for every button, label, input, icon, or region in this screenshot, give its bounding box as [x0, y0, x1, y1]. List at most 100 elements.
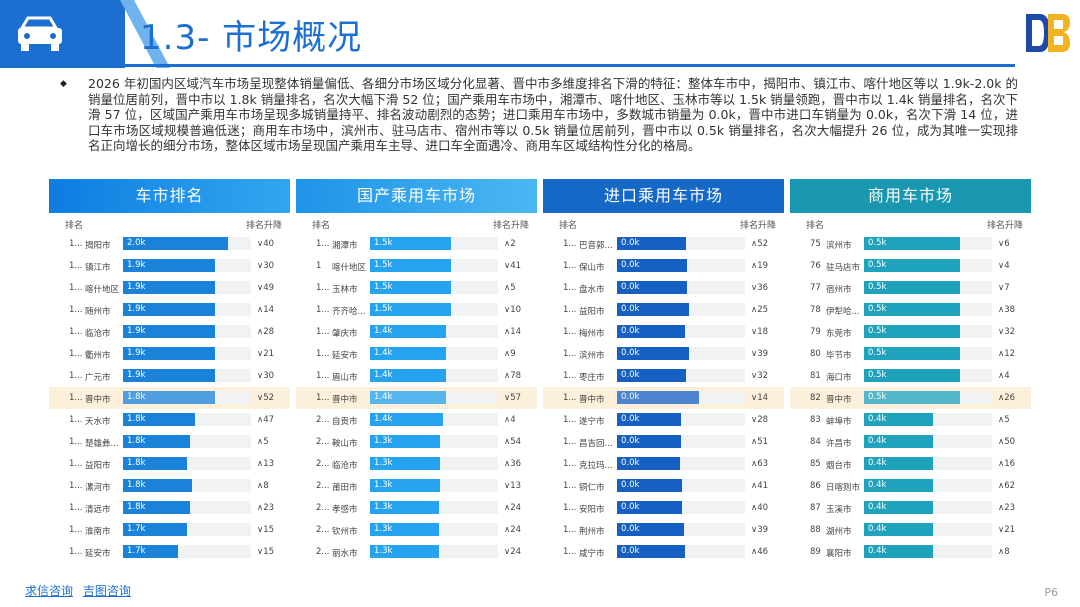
column-header-rank[interactable]: 排名: [806, 221, 825, 231]
table-row[interactable]: 80 毕节市 0.5k ∧12: [790, 343, 1031, 365]
table-row[interactable]: 75 滨州市 0.5k ∨6: [790, 233, 1031, 255]
rank-cell: 79: [810, 327, 821, 337]
table-row[interactable]: 1... 安阳市 0.0k ∧40: [543, 497, 784, 519]
rank-change-cell: ∧23: [998, 503, 1016, 513]
value-label: 1.5k: [374, 304, 393, 314]
table-row[interactable]: 1... 昌吉回... 0.0k ∧51: [543, 431, 784, 453]
value-label: 1.8k: [127, 436, 146, 446]
column-header-rank[interactable]: 排名: [312, 221, 331, 231]
table-row[interactable]: 1... 滨州市 0.0k ∨39: [543, 343, 784, 365]
table-row[interactable]: 1... 楚雄彝... 1.8k ∧5: [49, 431, 290, 453]
table-row[interactable]: 1... 遂宁市 0.0k ∨28: [543, 409, 784, 431]
table-row[interactable]: 1... 梅州市 0.0k ∨18: [543, 321, 784, 343]
value-label: 0.4k: [868, 436, 887, 446]
table-row[interactable]: 1... 枣庄市 0.0k ∨32: [543, 365, 784, 387]
header-rule: [125, 64, 1015, 67]
table-row[interactable]: 1... 肇庆市 1.4k ∧14: [296, 321, 537, 343]
column-header-rank[interactable]: 排名: [65, 221, 84, 231]
table-row[interactable]: 88 湖州市 0.4k ∨21: [790, 519, 1031, 541]
table-row[interactable]: 2... 莆田市 1.3k ∨13: [296, 475, 537, 497]
rank-change-cell: ∧9: [504, 349, 516, 359]
table-row[interactable]: 1... 齐齐哈... 1.5k ∨10: [296, 299, 537, 321]
table-row[interactable]: 1... 延安市 1.7k ∨15: [49, 541, 290, 563]
table-row[interactable]: 1... 清远市 1.8k ∧23: [49, 497, 290, 519]
column-header: 排名 排名升降: [296, 215, 537, 233]
rank-change-cell: ∧12: [998, 349, 1016, 359]
table-row[interactable]: 1... 淮南市 1.7k ∨15: [49, 519, 290, 541]
table-row[interactable]: 89 襄阳市 0.4k ∧8: [790, 541, 1031, 563]
table-row[interactable]: 1... 玉林市 1.5k ∧5: [296, 277, 537, 299]
column-header-change[interactable]: 排名升降: [986, 221, 1023, 231]
table-row[interactable]: 86 日喀则市 0.4k ∧62: [790, 475, 1031, 497]
table-row[interactable]: 1... 巴音郭... 0.0k ∧52: [543, 233, 784, 255]
rank-change-cell: ∧23: [257, 503, 275, 513]
table-row[interactable]: 1... 天水市 1.8k ∧47: [49, 409, 290, 431]
value-label: 1.8k: [127, 480, 146, 490]
table-row[interactable]: 1... 益阳市 0.0k ∧25: [543, 299, 784, 321]
rank-cell: 77: [810, 283, 821, 293]
table-row[interactable]: 1... 保山市 0.0k ∧19: [543, 255, 784, 277]
table-row[interactable]: 1... 荆州市 0.0k ∨39: [543, 519, 784, 541]
column-header-rank[interactable]: 排名: [559, 221, 578, 231]
bar-track: 1.3k: [370, 435, 498, 448]
table-row-highlighted[interactable]: 1... 晋中市 1.8k ∨52: [49, 387, 290, 409]
rank-cell: 1...: [563, 547, 577, 557]
table-row[interactable]: 85 烟台市 0.4k ∧16: [790, 453, 1031, 475]
table-row[interactable]: 1 喀什地区 1.5k ∨41: [296, 255, 537, 277]
bar-track: 1.5k: [370, 281, 498, 294]
table-row[interactable]: 79 东莞市 0.5k ∨32: [790, 321, 1031, 343]
city-cell: 东莞市: [826, 329, 852, 339]
table-row[interactable]: 2... 鞍山市 1.3k ∧54: [296, 431, 537, 453]
table-row[interactable]: 2... 临沧市 1.3k ∧36: [296, 453, 537, 475]
table-row[interactable]: 1... 盘水市 0.0k ∨36: [543, 277, 784, 299]
rank-cell: 1...: [69, 459, 83, 469]
value-bar: 0.0k: [617, 303, 689, 316]
table-row[interactable]: 1... 漯河市 1.8k ∧8: [49, 475, 290, 497]
column-header-change[interactable]: 排名升降: [739, 221, 776, 231]
value-label: 0.0k: [621, 260, 640, 270]
table-row[interactable]: 76 驻马店市 0.5k ∨4: [790, 255, 1031, 277]
table-row[interactable]: 1... 衢州市 1.9k ∨21: [49, 343, 290, 365]
table-row[interactable]: 1... 镇江市 1.9k ∨30: [49, 255, 290, 277]
table-row-highlighted[interactable]: 1... 晋中市 1.4k ∨57: [296, 387, 537, 409]
table-row[interactable]: 1... 揭阳市 2.0k ∨40: [49, 233, 290, 255]
rank-cell: 1...: [69, 415, 83, 425]
table-row[interactable]: 1... 湘潭市 1.5k ∧2: [296, 233, 537, 255]
table-row[interactable]: 83 蚌埠市 0.4k ∧5: [790, 409, 1031, 431]
table-row[interactable]: 1... 益阳市 1.8k ∧13: [49, 453, 290, 475]
table-row[interactable]: 1... 延安市 1.4k ∧9: [296, 343, 537, 365]
column-header-change[interactable]: 排名升降: [492, 221, 529, 231]
bar-track: 1.4k: [370, 413, 498, 426]
table-row[interactable]: 2... 自贡市 1.4k ∧4: [296, 409, 537, 431]
value-bar: 1.8k: [123, 391, 215, 404]
column-header-change[interactable]: 排名升降: [245, 221, 282, 231]
table-row[interactable]: 1... 眉山市 1.4k ∧78: [296, 365, 537, 387]
table-row[interactable]: 1... 咸宁市 0.0k ∧46: [543, 541, 784, 563]
table-row-highlighted[interactable]: 1... 晋中市 0.0k ∨14: [543, 387, 784, 409]
table-row[interactable]: 1... 铜仁市 0.0k ∧41: [543, 475, 784, 497]
table-row[interactable]: 2... 丽水市 1.3k ∨24: [296, 541, 537, 563]
value-bar: 0.0k: [617, 347, 689, 360]
rank-cell: 87: [810, 503, 821, 513]
table-row-highlighted[interactable]: 82 晋中市 0.5k ∧26: [790, 387, 1031, 409]
table-row[interactable]: 77 宿州市 0.5k ∨7: [790, 277, 1031, 299]
table-row[interactable]: 78 伊犁哈... 0.5k ∧38: [790, 299, 1031, 321]
table-row[interactable]: 84 许昌市 0.4k ∧50: [790, 431, 1031, 453]
rank-cell: 76: [810, 261, 821, 271]
table-row[interactable]: 2... 孝感市 1.3k ∧24: [296, 497, 537, 519]
footer-link-1[interactable]: 求信咨询: [25, 584, 74, 598]
table-row[interactable]: 1... 临沧市 1.9k ∧28: [49, 321, 290, 343]
footer-link-2[interactable]: 吉图咨询: [82, 584, 131, 598]
table-row[interactable]: 87 玉溪市 0.4k ∧23: [790, 497, 1031, 519]
value-label: 1.4k: [374, 370, 393, 380]
table-row[interactable]: 2... 钦州市 1.3k ∧24: [296, 519, 537, 541]
value-label: 0.0k: [621, 326, 640, 336]
table-row[interactable]: 81 海口市 0.5k ∧4: [790, 365, 1031, 387]
value-bar: 1.7k: [123, 523, 187, 536]
table-row[interactable]: 1... 克拉玛... 0.0k ∧63: [543, 453, 784, 475]
rank-cell: 1...: [69, 437, 83, 447]
bar-track: 1.9k: [123, 281, 251, 294]
table-row[interactable]: 1... 广元市 1.9k ∨30: [49, 365, 290, 387]
table-row[interactable]: 1... 随州市 1.9k ∧14: [49, 299, 290, 321]
table-row[interactable]: 1... 喀什地区 1.9k ∨49: [49, 277, 290, 299]
